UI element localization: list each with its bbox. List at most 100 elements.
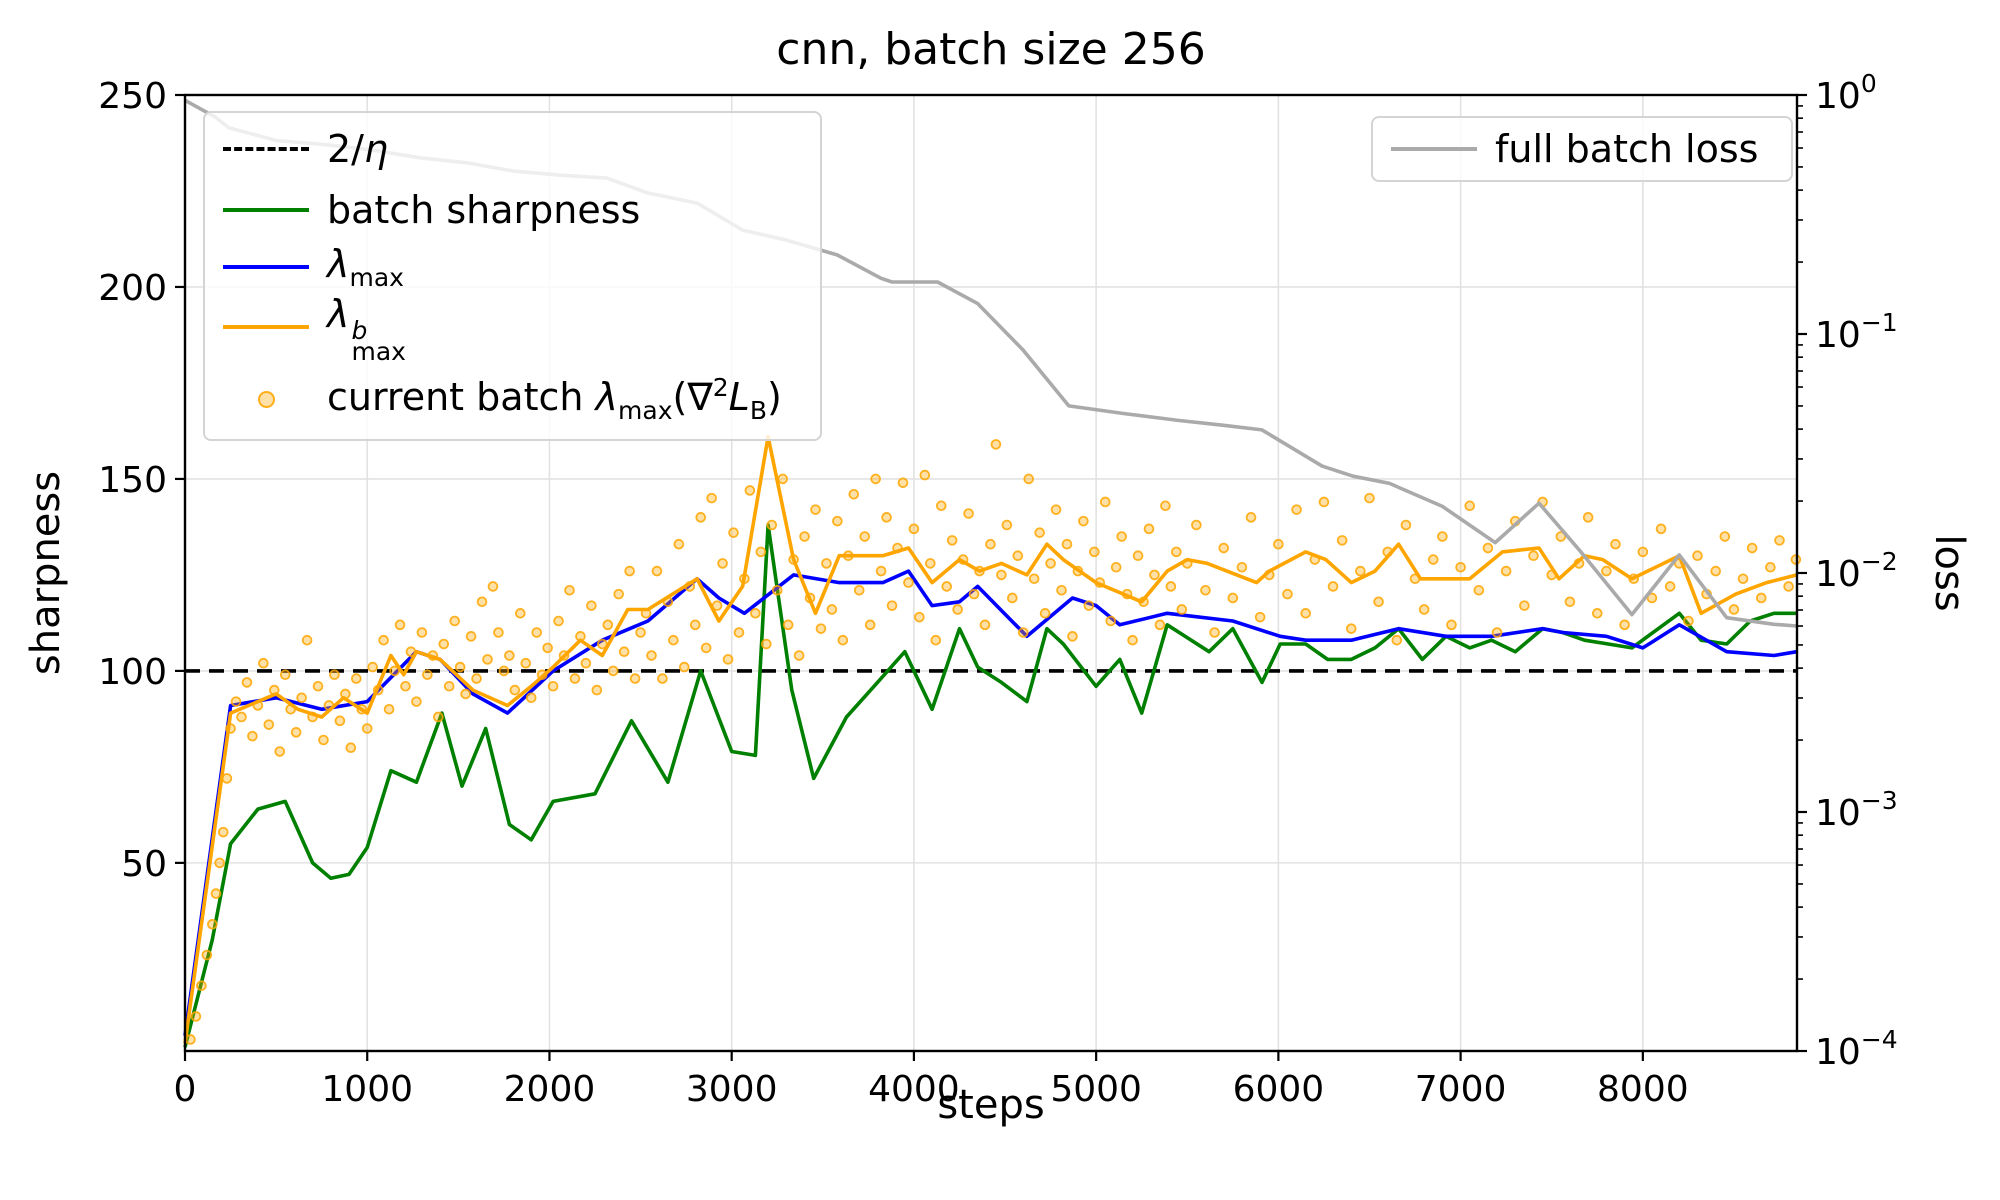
y-axis-label-left: sharpness	[23, 470, 69, 676]
scatter-point	[1582, 512, 1594, 523]
scatter-point	[268, 684, 280, 696]
scatter-point	[1482, 542, 1494, 554]
legend-item: λmax	[205, 242, 404, 292]
scatter-point	[1072, 565, 1084, 577]
scatter-point	[356, 703, 368, 715]
stacked-script: b max	[351, 315, 406, 366]
scatter-point	[1309, 554, 1321, 565]
scatter-point	[1683, 615, 1694, 627]
scatter-point	[1218, 542, 1230, 554]
legend-item: full batch loss	[1373, 125, 1758, 173]
scatter-point	[925, 558, 936, 569]
scatter-point	[684, 581, 696, 592]
scatter-point	[1728, 604, 1740, 615]
scatter-point	[1327, 581, 1339, 592]
scatter-point	[848, 488, 860, 500]
scatter-point	[405, 646, 417, 658]
legend-label: λ b max	[327, 291, 406, 366]
scatter-point	[1154, 619, 1166, 631]
scatter-point	[1160, 500, 1171, 512]
scatter-point	[728, 527, 739, 538]
scatter-point	[1473, 584, 1485, 596]
legend-label-segment: λ	[327, 291, 350, 336]
y-tick-label-left: 50	[121, 844, 167, 885]
scatter-point	[1056, 584, 1067, 596]
scatter-point	[635, 627, 646, 638]
scatter-point	[334, 715, 346, 727]
scatter-point	[1655, 523, 1667, 535]
scatter-point	[290, 727, 302, 738]
scatter-point	[952, 604, 963, 615]
scatter-point	[875, 565, 887, 577]
scatter-point	[1418, 604, 1430, 615]
y-tick-label-left: 150	[98, 460, 167, 501]
scatter-point	[750, 608, 761, 619]
scatter-point	[881, 512, 892, 523]
scatter-point	[826, 604, 838, 615]
scatter-point	[1176, 604, 1188, 615]
scatter-point	[476, 596, 488, 608]
scatter-point	[1089, 546, 1100, 558]
scatter-point	[236, 711, 247, 723]
legend-item: 2/η	[205, 125, 388, 173]
scatter-point	[1017, 627, 1029, 638]
scatter-point	[454, 661, 466, 673]
scatter-point	[1491, 627, 1503, 638]
scatter-point	[1254, 611, 1266, 623]
scatter-point	[990, 439, 1002, 450]
scatter-point	[210, 888, 222, 899]
scatter-point	[531, 627, 543, 638]
scatter-point	[700, 642, 712, 654]
scatter-point	[207, 919, 218, 930]
legend-label-segment: current batch	[327, 375, 596, 419]
scatter-point	[1774, 535, 1785, 546]
scatter-point	[1149, 569, 1160, 581]
x-tick-label: 6000	[1233, 1069, 1325, 1110]
scatter-point	[279, 669, 291, 681]
legend-main: 2/η batch sharpness λmax λ b max current batch…	[203, 111, 822, 441]
scatter-point	[201, 949, 213, 961]
scatter-point	[586, 600, 597, 611]
scatter-point	[1692, 550, 1703, 562]
x-axis-label: steps	[937, 1082, 1045, 1128]
scatter-point	[1601, 565, 1612, 577]
scatter-point	[1382, 546, 1394, 558]
scatter-point	[1067, 631, 1078, 642]
chart-title: cnn, batch size 256	[776, 24, 1206, 75]
scatter-point	[460, 688, 471, 700]
scatter-point	[1001, 519, 1013, 531]
legend-item: λ b max	[205, 292, 406, 364]
scatter-point	[525, 692, 537, 704]
scatter-point	[432, 711, 444, 723]
scatter-point	[1105, 615, 1117, 627]
scatter-point	[394, 619, 406, 631]
scatter-point	[673, 538, 685, 550]
scatter-point	[482, 654, 493, 665]
scatter-point	[241, 677, 253, 688]
scatter-point	[777, 473, 789, 485]
scatter-point	[1455, 561, 1466, 573]
scatter-point	[1409, 573, 1421, 585]
scatter-point	[607, 665, 619, 677]
scatter-point	[946, 535, 958, 546]
scatter-point	[1209, 627, 1220, 638]
scatter-point	[974, 565, 985, 577]
scatter-point	[1099, 496, 1111, 508]
scatter-point	[1083, 600, 1095, 611]
scatter-point	[1028, 573, 1040, 585]
scatter-point	[520, 657, 532, 669]
scatter-point	[252, 700, 264, 711]
scatter-point	[449, 615, 460, 627]
scatter-point	[788, 554, 799, 565]
scatter-point	[1263, 569, 1275, 581]
scatter-point	[646, 650, 657, 661]
scatter-point	[640, 608, 652, 619]
scatter-point	[1719, 531, 1731, 542]
y-tick-label-left: 250	[98, 76, 167, 117]
scatter-point	[837, 634, 849, 646]
scatter-point	[968, 588, 980, 600]
legend-item: batch sharpness	[205, 186, 640, 234]
scatter-point	[1619, 619, 1630, 631]
scatter-point	[1610, 538, 1621, 550]
